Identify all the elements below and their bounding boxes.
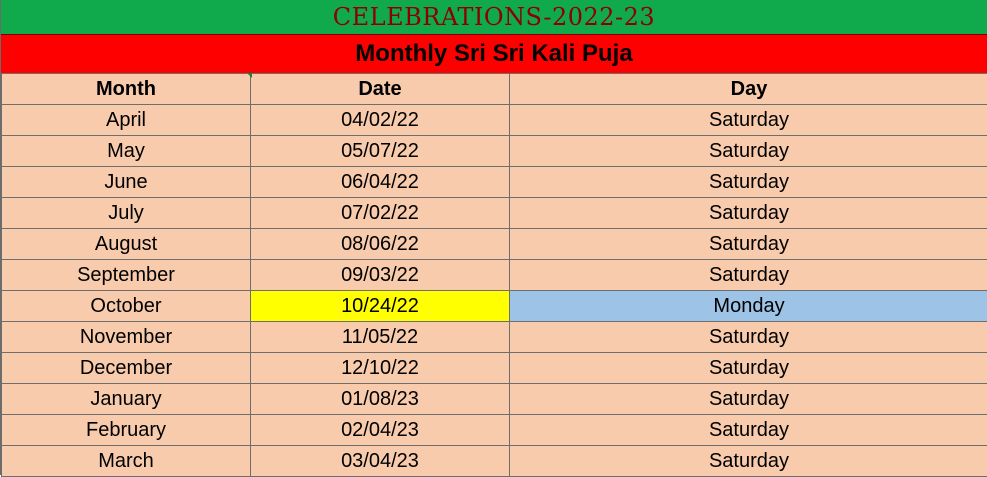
header-row: Month Date Day xyxy=(2,74,987,105)
cell-month[interactable]: November xyxy=(2,322,251,353)
cell-date[interactable]: 08/06/22 xyxy=(251,229,510,260)
cell-month[interactable]: January xyxy=(2,384,251,415)
cell-month[interactable]: April xyxy=(2,105,251,136)
cell-date[interactable]: 11/05/22 xyxy=(251,322,510,353)
title-banner[interactable]: CELEBRATIONS-2022-23 xyxy=(1,0,987,34)
cell-day[interactable]: Saturday xyxy=(510,105,987,136)
header-date[interactable]: Date xyxy=(251,74,510,105)
cell-date[interactable]: 12/10/22 xyxy=(251,353,510,384)
cell-month[interactable]: March xyxy=(2,446,251,477)
cell-comment-marker xyxy=(247,73,252,78)
cell-day[interactable]: Saturday xyxy=(510,229,987,260)
cell-date[interactable]: 03/04/23 xyxy=(251,446,510,477)
cell-month[interactable]: December xyxy=(2,353,251,384)
cell-date[interactable]: 04/02/22 xyxy=(251,105,510,136)
cell-day[interactable]: Saturday xyxy=(510,167,987,198)
cell-date[interactable]: 06/04/22 xyxy=(251,167,510,198)
page-title: CELEBRATIONS-2022-23 xyxy=(333,3,655,31)
header-day[interactable]: Day xyxy=(510,74,987,105)
cell-date[interactable]: 05/07/22 xyxy=(251,136,510,167)
cell-date[interactable]: 07/02/22 xyxy=(251,198,510,229)
cell-day[interactable]: Monday xyxy=(510,291,987,322)
cell-month[interactable]: August xyxy=(2,229,251,260)
cell-month[interactable]: July xyxy=(2,198,251,229)
cell-date[interactable]: 10/24/22 xyxy=(251,291,510,322)
header-month[interactable]: Month xyxy=(2,74,251,105)
cell-day[interactable]: Saturday xyxy=(510,384,987,415)
cell-month[interactable]: February xyxy=(2,415,251,446)
page-subtitle: Monthly Sri Sri Kali Puja xyxy=(355,40,632,68)
cell-month[interactable]: May xyxy=(2,136,251,167)
cell-month[interactable]: October xyxy=(2,291,251,322)
cell-day[interactable]: Saturday xyxy=(510,353,987,384)
cell-day[interactable]: Saturday xyxy=(510,415,987,446)
cell-day[interactable]: Saturday xyxy=(510,136,987,167)
subtitle-banner[interactable]: Monthly Sri Sri Kali Puja xyxy=(1,34,987,73)
cell-date[interactable]: 01/08/23 xyxy=(251,384,510,415)
cell-month[interactable]: June xyxy=(2,167,251,198)
cell-date[interactable]: 09/03/22 xyxy=(251,260,510,291)
cell-day[interactable]: Saturday xyxy=(510,198,987,229)
cell-day[interactable]: Saturday xyxy=(510,322,987,353)
cell-date[interactable]: 02/04/23 xyxy=(251,415,510,446)
cell-day[interactable]: Saturday xyxy=(510,260,987,291)
cell-day[interactable]: Saturday xyxy=(510,446,987,477)
cell-month[interactable]: September xyxy=(2,260,251,291)
